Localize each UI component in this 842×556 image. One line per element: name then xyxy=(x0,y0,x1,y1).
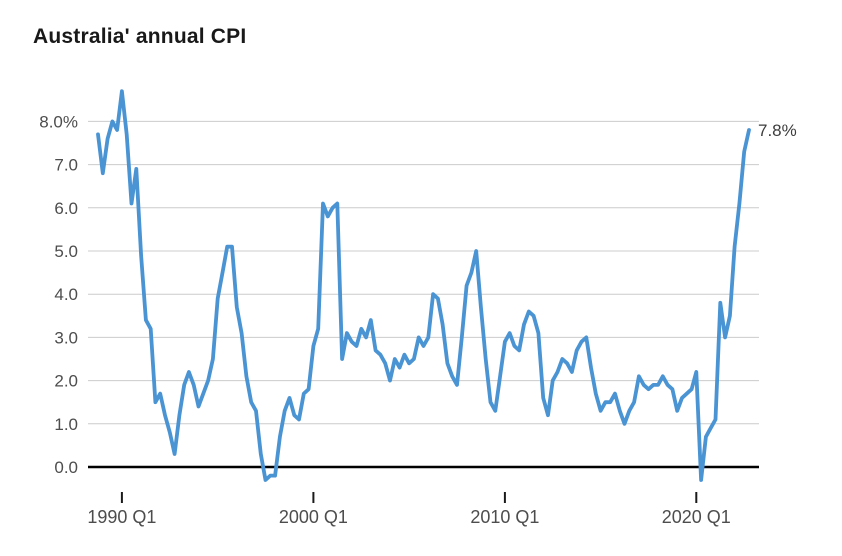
x-axis-label: 1990 Q1 xyxy=(87,507,156,527)
x-axis-label: 2000 Q1 xyxy=(279,507,348,527)
x-axis-label: 2020 Q1 xyxy=(662,507,731,527)
y-axis-label: 3.0 xyxy=(54,328,78,347)
y-axis-label: 5.0 xyxy=(54,242,78,261)
y-axis-label: 7.0 xyxy=(54,156,78,175)
y-axis-label: 0.0 xyxy=(54,458,78,477)
y-axis-label: 8.0% xyxy=(39,112,78,131)
y-axis-label: 6.0 xyxy=(54,199,78,218)
y-axis-label: 1.0 xyxy=(54,415,78,434)
x-axis-label: 2010 Q1 xyxy=(470,507,539,527)
y-axis-label: 2.0 xyxy=(54,372,78,391)
cpi-line xyxy=(96,89,751,482)
end-value-annotation: 7.8% xyxy=(758,121,797,140)
page-title: Australia' annual CPI xyxy=(33,25,247,48)
y-axis-label: 4.0 xyxy=(54,285,78,304)
